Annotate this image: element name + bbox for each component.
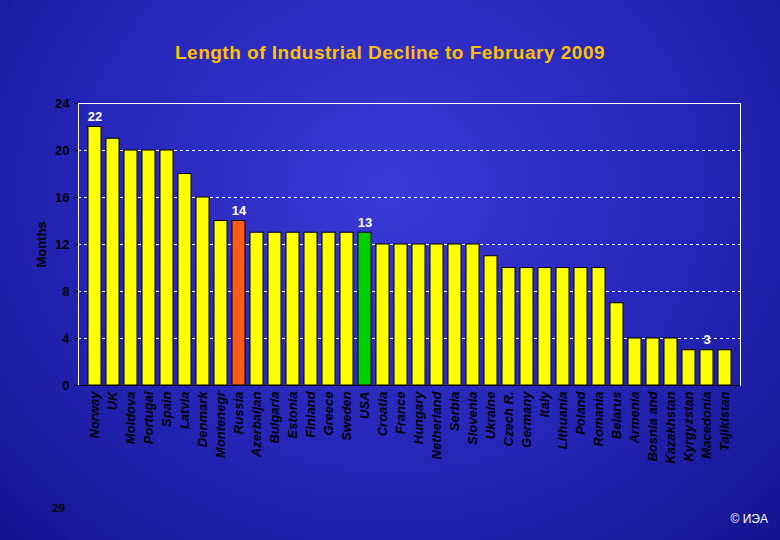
svg-text:Slovenia: Slovenia xyxy=(465,392,480,445)
svg-text:Estonia: Estonia xyxy=(285,392,300,439)
svg-text:USA: USA xyxy=(357,392,372,419)
svg-text:France: France xyxy=(393,392,408,435)
svg-text:Hungary: Hungary xyxy=(411,391,426,445)
svg-text:8: 8 xyxy=(62,284,69,299)
svg-text:3: 3 xyxy=(703,332,710,347)
svg-text:Croatia: Croatia xyxy=(375,392,390,437)
svg-text:Norway: Norway xyxy=(87,391,102,439)
svg-text:Kyrgyzstan: Kyrgyzstan xyxy=(681,391,696,461)
html-text:29: 29 xyxy=(52,500,65,515)
svg-text:Armenia: Armenia xyxy=(627,392,642,445)
svg-text:13: 13 xyxy=(358,215,372,230)
svg-text:Moldova: Moldova xyxy=(123,392,138,445)
svg-text:Kazakhstan: Kazakhstan xyxy=(663,391,678,463)
svg-text:Montenegr: Montenegr xyxy=(213,391,228,458)
svg-text:Italy: Italy xyxy=(537,391,552,418)
svg-text:Bulgaria: Bulgaria xyxy=(267,392,282,444)
html-text:© ИЭА: © ИЭА xyxy=(730,512,768,526)
svg-text:22: 22 xyxy=(88,109,102,124)
svg-text:Serbia: Serbia xyxy=(447,392,462,432)
svg-text:Belarus: Belarus xyxy=(609,392,624,440)
html-text:Length of Industrial Decline t: Length of Industrial Decline to February… xyxy=(175,42,605,63)
svg-text:Spain: Spain xyxy=(159,391,174,426)
svg-text:Ukraine: Ukraine xyxy=(483,392,498,440)
svg-text:UK: UK xyxy=(105,390,120,410)
svg-text:Greece: Greece xyxy=(321,392,336,436)
svg-text:Portugal: Portugal xyxy=(141,391,156,444)
svg-text:14: 14 xyxy=(232,203,247,218)
svg-text:Lithuania: Lithuania xyxy=(555,392,570,450)
svg-text:Sweden: Sweden xyxy=(339,391,354,440)
svg-text:Poland: Poland xyxy=(573,390,588,434)
svg-text:12: 12 xyxy=(55,237,69,252)
svg-text:24: 24 xyxy=(55,96,70,111)
svg-text:Romania: Romania xyxy=(591,392,606,447)
svg-text:Months: Months xyxy=(34,221,49,267)
svg-text:Denmark: Denmark xyxy=(195,391,210,447)
svg-text:Netherland: Netherland xyxy=(429,390,444,459)
svg-text:Germany: Germany xyxy=(519,391,534,448)
svg-text:Macedonia: Macedonia xyxy=(699,392,714,459)
svg-text:20: 20 xyxy=(55,143,69,158)
svg-text:4: 4 xyxy=(62,331,70,346)
svg-text:Azerbaijan: Azerbaijan xyxy=(249,391,264,458)
svg-text:Tajikistan: Tajikistan xyxy=(717,391,732,451)
svg-text:Czech R.: Czech R. xyxy=(501,392,516,447)
svg-text:Finland: Finland xyxy=(303,390,318,437)
svg-text:0: 0 xyxy=(62,378,69,393)
svg-text:Latvia: Latvia xyxy=(177,392,192,430)
svg-text:Russia: Russia xyxy=(231,392,246,435)
svg-text:16: 16 xyxy=(55,190,69,205)
svg-text:Bosnia and: Bosnia and xyxy=(645,390,660,461)
